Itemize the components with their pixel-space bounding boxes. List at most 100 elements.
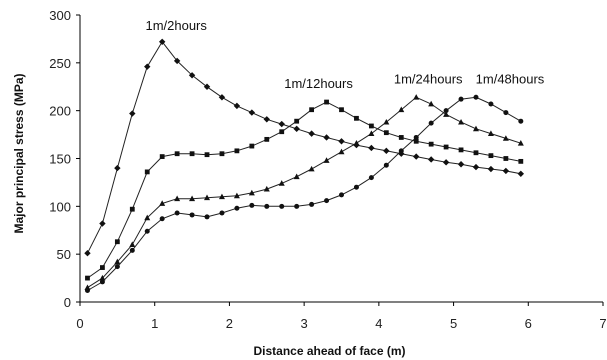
data-point bbox=[204, 214, 210, 220]
data-point bbox=[204, 194, 211, 201]
data-point bbox=[517, 170, 525, 178]
x-tick-label: 0 bbox=[76, 316, 83, 331]
data-point bbox=[233, 192, 240, 199]
data-point bbox=[279, 203, 285, 209]
data-point bbox=[174, 210, 180, 216]
data-point bbox=[114, 264, 120, 270]
data-point bbox=[383, 162, 389, 168]
data-point bbox=[323, 157, 330, 163]
data-point bbox=[174, 195, 181, 202]
series-label: 1m/12hours bbox=[284, 76, 353, 91]
data-point bbox=[144, 214, 151, 221]
data-point bbox=[99, 220, 106, 227]
data-point bbox=[443, 111, 450, 117]
data-point bbox=[248, 189, 255, 196]
series-label: 1m/48hours bbox=[476, 71, 545, 86]
data-point bbox=[324, 198, 330, 204]
data-point bbox=[472, 163, 480, 171]
data-point bbox=[398, 148, 404, 154]
series-line bbox=[87, 96, 521, 289]
data-point bbox=[458, 118, 465, 125]
data-point bbox=[85, 275, 90, 281]
data-point bbox=[249, 143, 255, 149]
data-point bbox=[293, 125, 300, 133]
data-point bbox=[338, 138, 345, 145]
data-point bbox=[114, 239, 120, 245]
data-point bbox=[398, 106, 405, 113]
data-point bbox=[368, 130, 375, 137]
data-point bbox=[339, 107, 344, 113]
data-point bbox=[309, 201, 315, 207]
series-3: 1m/24hours bbox=[84, 71, 524, 291]
x-tick-label: 2 bbox=[226, 316, 233, 331]
data-point bbox=[129, 247, 135, 253]
data-point bbox=[159, 154, 165, 159]
data-point bbox=[383, 130, 389, 136]
x-axis-title: Distance ahead of face (m) bbox=[253, 344, 405, 358]
series-2: 1m/12hours bbox=[85, 76, 524, 281]
data-point bbox=[368, 144, 375, 152]
data-point bbox=[278, 120, 285, 128]
y-tick-label: 200 bbox=[49, 104, 71, 119]
data-point bbox=[219, 151, 225, 157]
y-tick-label: 50 bbox=[57, 247, 71, 262]
data-point bbox=[279, 129, 285, 135]
data-point bbox=[487, 165, 495, 173]
data-point bbox=[294, 118, 300, 124]
x-tick-label: 4 bbox=[375, 316, 382, 331]
data-point bbox=[383, 118, 390, 125]
y-tick-label: 150 bbox=[49, 152, 71, 167]
data-point bbox=[443, 144, 449, 150]
y-axis-title: Major principal stress (MPa) bbox=[12, 73, 26, 233]
data-point bbox=[189, 195, 196, 202]
y-tick-label: 100 bbox=[49, 199, 71, 214]
data-point bbox=[308, 130, 315, 137]
data-point bbox=[293, 173, 300, 180]
data-point bbox=[264, 136, 270, 142]
series-1: 1m/2hours bbox=[84, 18, 525, 257]
series-line bbox=[87, 96, 522, 291]
data-point bbox=[144, 63, 151, 70]
data-point bbox=[233, 102, 241, 110]
y-tick-label: 250 bbox=[49, 56, 71, 71]
plot-area: 1m/2hours 1m/12hours 1m/24hours 1m/48hours bbox=[84, 18, 545, 294]
x-tick-label: 3 bbox=[301, 316, 308, 331]
axes: 0 50 100 150 200 250 300 0 1 2 3 4 5 6 7 bbox=[49, 8, 606, 331]
data-point bbox=[428, 141, 434, 147]
data-point bbox=[263, 116, 270, 123]
data-point bbox=[502, 135, 509, 141]
data-point bbox=[308, 165, 315, 172]
y-tick-label: 300 bbox=[49, 8, 71, 23]
data-point bbox=[203, 83, 211, 90]
data-point bbox=[413, 153, 420, 160]
data-point bbox=[189, 212, 195, 218]
data-point bbox=[294, 203, 300, 209]
data-point bbox=[234, 148, 240, 154]
data-point bbox=[114, 258, 121, 265]
data-point bbox=[324, 99, 329, 105]
data-point bbox=[204, 152, 210, 158]
data-point bbox=[309, 107, 315, 113]
data-point bbox=[353, 139, 360, 146]
data-point bbox=[129, 110, 136, 117]
data-point bbox=[264, 203, 270, 209]
data-point bbox=[428, 120, 434, 126]
data-point bbox=[174, 151, 180, 157]
data-point bbox=[218, 193, 225, 200]
data-point bbox=[218, 94, 226, 101]
data-point bbox=[84, 288, 90, 294]
data-point bbox=[338, 148, 345, 155]
data-point bbox=[234, 205, 240, 211]
data-point bbox=[503, 156, 509, 161]
data-point bbox=[413, 134, 419, 140]
data-point bbox=[488, 153, 494, 159]
series-label: 1m/2hours bbox=[145, 18, 207, 33]
data-point bbox=[173, 57, 181, 65]
data-point bbox=[488, 101, 494, 107]
data-point bbox=[144, 169, 150, 175]
data-point bbox=[473, 150, 479, 156]
data-point bbox=[413, 94, 420, 100]
x-tick-label: 5 bbox=[450, 316, 457, 331]
series-line bbox=[87, 101, 521, 279]
